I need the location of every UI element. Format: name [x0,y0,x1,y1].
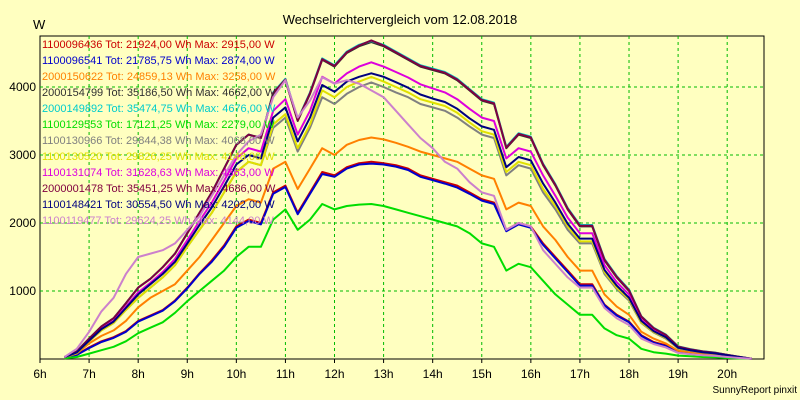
y-tick-label: 1000 [9,284,36,298]
x-tick-label: 15h [472,367,492,381]
y-tick-label: 4000 [9,80,36,94]
x-tick-label: 20h [717,367,737,381]
x-axis-ticks: 6h 7h 8h 9h 10h 11h 12h 13h 14h 15h 16h 17h 18h 19h 20… [33,359,737,381]
x-tick-label: 11h [276,367,295,381]
legend-entry-10: 2000001478 Tot: 35451,25 Wh Max: 4686,00… [42,183,276,195]
legend-entry-4: 2000154799 Tot: 35186,50 Wh Max: 4662,00… [42,87,276,99]
x-tick-label: 12h [324,367,344,381]
legend-entry-12: 1100119477 Tot: 29624,25 Wh Max: 4144,00… [42,215,274,227]
legend-entry-6: 1100129553 Tot: 17121,25 Wh Max: 2279,00… [42,119,275,131]
legend-entry-5: 2000149892 Tot: 35474,75 Wh Max: 4676,00… [42,103,276,115]
legend-entry-2: 1100096541 Tot: 21785,75 Wh Max: 2874,00… [42,55,275,67]
x-tick-label: 6h [33,367,46,381]
footer-credit: SunnyReport pinxit [713,385,798,396]
legend-entry-8: 1100130520 Tot: 29826,25 Wh Max: 4148,00… [42,151,275,163]
x-tick-label: 7h [82,367,95,381]
legend-entry-11: 1100148421 Tot: 30554,50 Wh Max: 4202,00… [42,199,275,211]
chart-title: Wechselrichtervergleich vom 12.08.2018 [283,12,518,27]
legend-entry-1: 1100096436 Tot: 21924,00 Wh Max: 2915,00… [42,39,275,51]
series-lines [63,39,752,360]
legend-entry-3: 2000150622 Tot: 24859,13 Wh Max: 3258,00… [42,71,276,83]
x-tick-label: 17h [570,367,590,381]
x-tick-label: 8h [131,367,144,381]
series-line-12 [63,76,752,360]
legend-entry-7: 1100130966 Tot: 29844,38 Wh Max: 4068,00… [42,135,275,147]
x-tick-label: 13h [374,367,394,381]
series-line-2 [64,162,752,360]
x-tick-label: 10h [226,367,246,381]
x-tick-label: 9h [181,367,194,381]
legend: 1100096436 Tot: 21924,00 Wh Max: 2915,00… [42,39,276,227]
x-tick-label: 14h [423,367,443,381]
series-line-3 [64,136,752,360]
y-axis-label: W [33,17,46,32]
y-tick-label: 2000 [9,216,36,230]
y-axis-ticks: 1000 2000 3000 4000 [9,80,36,298]
x-tick-label: 16h [521,367,541,381]
legend-entry-9: 1100131074 Tot: 31628,63 Wh Max: 4363,00… [42,167,275,179]
x-tick-label: 18h [619,367,639,381]
y-tick-label: 3000 [9,148,36,162]
series-line-10 [64,39,752,360]
series-line-6 [64,203,752,360]
series-line-11 [64,72,752,360]
x-tick-label: 19h [668,367,688,381]
